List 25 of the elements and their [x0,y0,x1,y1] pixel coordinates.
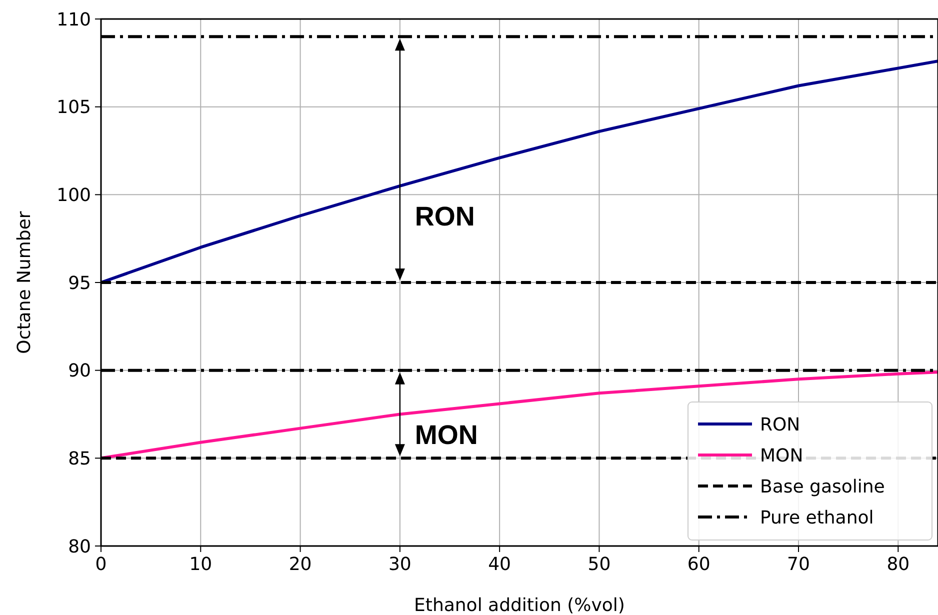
legend-label: RON [760,414,800,436]
x-tick-label: 30 [388,554,412,575]
x-tick-label: 40 [488,554,512,575]
x-tick-label: 0 [95,554,107,575]
x-tick-label: 20 [288,554,312,575]
legend-label: Pure ethanol [760,507,874,528]
legend-label: Base gasoline [760,476,885,498]
x-tick-label: 80 [886,554,910,575]
y-tick-label: 105 [56,97,91,118]
annotation: MON [414,420,478,450]
y-axis-title: Octane Number [14,210,35,354]
x-tick-label: 10 [189,554,212,575]
x-tick-label: 60 [687,554,710,575]
y-tick-label: 100 [56,184,91,206]
legend-label: MON [760,445,804,466]
annotation: RON [414,202,475,232]
x-axis-title: Ethanol addition (%vol) [414,595,625,615]
y-tick-label: 95 [68,272,91,294]
x-tick-label: 50 [588,554,611,575]
y-tick-label: 80 [68,536,91,558]
line-series [100,60,938,284]
y-tick-label: 110 [56,9,91,30]
y-tick-label: 85 [68,448,91,470]
x-tick-label: 70 [787,554,810,575]
y-tick-label: 90 [68,360,91,382]
